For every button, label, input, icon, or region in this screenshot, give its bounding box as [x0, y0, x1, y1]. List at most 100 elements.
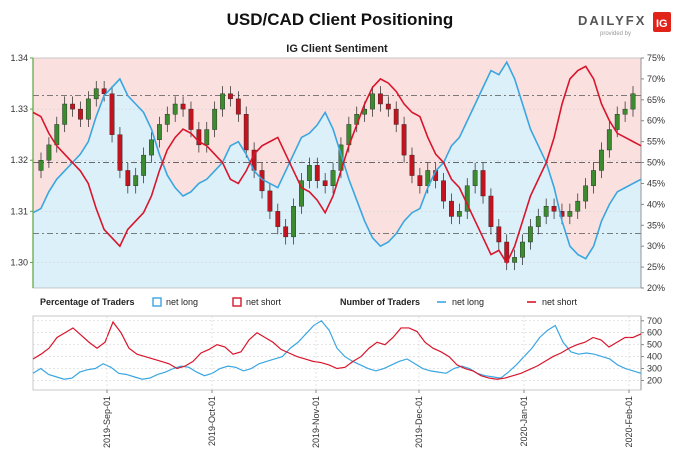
candle-body [299, 180, 304, 207]
left-tick-label: 1.31 [10, 206, 28, 216]
ig-badge [653, 12, 671, 32]
candle-body [109, 93, 115, 135]
candle-body [62, 103, 68, 125]
candle-body [283, 226, 289, 238]
logo-subtext: provided by [600, 31, 631, 37]
legend-long-label: net long [166, 297, 198, 307]
candle-body [520, 241, 525, 258]
net_short_count-line [32, 320, 642, 380]
left-tick-label: 1.32 [10, 155, 28, 165]
legend-short-label-2: net short [542, 297, 578, 307]
right-tick-label: 40% [647, 199, 665, 209]
x-tick-label: 2020-Jan-01 [519, 396, 529, 447]
candle-body [85, 98, 91, 120]
candle-body [425, 170, 431, 186]
long-fill-area [33, 62, 641, 288]
candle-body [599, 149, 604, 171]
candle-body [78, 108, 83, 120]
candle-body [275, 211, 281, 227]
candle-body [54, 124, 60, 146]
count-lines [32, 319, 642, 380]
count-tick-label: 300 [647, 364, 662, 374]
candle-body [306, 165, 312, 181]
count-tick-label: 400 [647, 352, 662, 362]
candle-body [228, 93, 233, 100]
left-tick-label: 1.34 [10, 53, 28, 63]
candle-body [370, 93, 375, 110]
candle-body [527, 226, 533, 243]
bottom-panel-frame [32, 315, 642, 391]
candle-body [496, 226, 502, 243]
candle-body [385, 103, 391, 110]
right-tick-label: 55% [647, 137, 665, 147]
candle-body [267, 190, 273, 212]
candle-body [583, 185, 589, 202]
candle-body [535, 216, 541, 227]
candle-body [101, 88, 107, 94]
candle-body [512, 257, 518, 263]
bottom-grid [33, 320, 641, 381]
candle-body [472, 170, 478, 186]
candle-body [212, 108, 218, 130]
candle-body [488, 195, 494, 227]
candle-body [614, 114, 620, 130]
count-tick-label: 200 [647, 375, 662, 385]
right-tick-label: 60% [647, 116, 665, 126]
x-tick-label: 2019-Nov-01 [311, 396, 321, 448]
x-axis: 2019-Sep-01 2019-Oct-01 2019-Nov-01 2019-De… [102, 316, 634, 448]
candle-body [630, 93, 636, 110]
candle-body [456, 211, 462, 217]
candle-body [591, 170, 596, 186]
left-axis: 1.34 1.33 1.32 1.31 1.30 [10, 53, 641, 288]
candle-body [291, 206, 296, 238]
candle-body [409, 154, 415, 176]
count-tick-label: 600 [647, 328, 662, 338]
candle-body [188, 108, 194, 130]
net_short_pct-line [32, 65, 642, 265]
right-tick-label: 65% [647, 95, 665, 105]
candle-body [480, 170, 486, 197]
candle-body [449, 200, 454, 217]
count-tick-label: 700 [647, 316, 662, 326]
candle-body [38, 160, 44, 171]
net_long_count-line [32, 319, 642, 380]
legend-pct-label: Percentage of Traders [40, 297, 135, 307]
candle-body [180, 103, 186, 110]
candle-body [417, 175, 423, 186]
sentiment-title: IG Client Sentiment [286, 43, 388, 55]
legend-long-box [152, 297, 162, 307]
candles [38, 81, 636, 271]
right-tick-label: 25% [647, 262, 665, 272]
candle-body [393, 108, 399, 125]
x-tick-label: 2019-Sep-01 [102, 396, 112, 448]
candle-body [141, 154, 147, 176]
x-tick-label: 2019-Oct-01 [207, 396, 217, 446]
candle-body [314, 165, 320, 181]
candle-body [133, 175, 139, 186]
right-axis-pct: 75% 70% 65% 60% 55% 50% 45% 40% 35% 30% 25% 20% [640, 53, 665, 293]
right-tick-label: 20% [647, 283, 665, 293]
candle-body [606, 129, 612, 151]
candle-body [125, 170, 131, 186]
candle-body [196, 129, 202, 146]
sentiment-fills [33, 58, 641, 288]
candle-body [164, 114, 170, 125]
legend-num-label: Number of Traders [340, 297, 420, 307]
candle-body [243, 114, 249, 151]
x-tick-label: 2019-Dec-01 [414, 396, 424, 448]
candle-body [117, 134, 123, 171]
candle-body [551, 206, 557, 212]
legend-short-box [232, 297, 242, 307]
candle-body [149, 139, 154, 156]
legend: Percentage of Traders net long net short… [40, 297, 578, 307]
count-tick-label: 500 [647, 340, 662, 350]
dailyfx-logo: DAILYFX provided by IG [578, 12, 671, 37]
right-tick-label: 70% [647, 74, 665, 84]
candle-body [567, 211, 573, 217]
right-tick-label: 35% [647, 220, 665, 230]
candle-body [93, 88, 99, 100]
candle-body [172, 103, 178, 115]
ig-badge-text: IG [656, 18, 668, 30]
